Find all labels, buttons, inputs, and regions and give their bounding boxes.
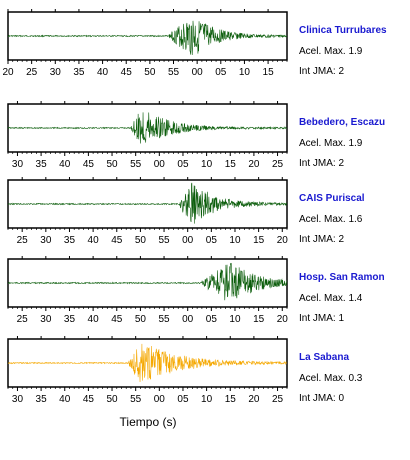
x-tick-label: 15 bbox=[263, 67, 275, 78]
x-tick-label: 45 bbox=[83, 159, 95, 170]
x-tick-label: 45 bbox=[83, 394, 95, 405]
x-tick-label: 35 bbox=[73, 67, 85, 78]
x-tick-label: 45 bbox=[121, 67, 133, 78]
seismogram-trace bbox=[7, 343, 287, 382]
seismogram-panel: 20 25 30 35 40 45 50 55 00 05 10 15 Clinica Turrubar… bbox=[2, 9, 387, 78]
seismogram-panel: 30 35 40 45 50 55 00 05 10 15 20 25 La Sabana Acel. M… bbox=[7, 336, 363, 405]
x-tick-label: 50 bbox=[106, 394, 118, 405]
station-name: Hosp. San Ramon bbox=[299, 272, 385, 283]
x-tick-label: 35 bbox=[64, 235, 76, 246]
x-tick-label: 00 bbox=[182, 314, 194, 325]
seismogram-trace bbox=[7, 182, 288, 224]
x-tick-label: 05 bbox=[206, 314, 218, 325]
station-name: CAIS Puriscal bbox=[299, 193, 365, 204]
x-tick-label: 40 bbox=[88, 235, 100, 246]
x-tick-label: 20 bbox=[248, 159, 260, 170]
jma-intensity: Int JMA: 2 bbox=[299, 234, 344, 245]
x-tick-label: 50 bbox=[144, 67, 156, 78]
x-tick-label: 50 bbox=[106, 159, 118, 170]
x-tick-label: 35 bbox=[36, 394, 48, 405]
max-acceleration: Acel. Max. 1.6 bbox=[299, 214, 363, 225]
x-tick-label: 00 bbox=[154, 159, 166, 170]
x-tick-label: 05 bbox=[215, 67, 227, 78]
station-name: Clinica Turrubares bbox=[299, 25, 387, 36]
x-tick-label: 55 bbox=[130, 394, 142, 405]
max-acceleration: Acel. Max. 1.4 bbox=[299, 293, 363, 304]
x-tick-label: 40 bbox=[59, 394, 71, 405]
max-acceleration: Acel. Max. 1.9 bbox=[299, 138, 363, 149]
x-tick-label: 30 bbox=[40, 235, 52, 246]
x-tick-label: 10 bbox=[239, 67, 251, 78]
x-tick-label: 05 bbox=[177, 394, 189, 405]
jma-intensity: Int JMA: 2 bbox=[299, 66, 344, 77]
x-tick-label: 10 bbox=[201, 159, 213, 170]
x-tick-label: 20 bbox=[248, 394, 260, 405]
seismogram-trace bbox=[7, 262, 288, 301]
seismogram-panel: 25 30 35 40 45 50 55 00 05 10 15 20 CAIS Puriscal Ace… bbox=[7, 177, 365, 246]
jma-intensity: Int JMA: 2 bbox=[299, 158, 344, 169]
jma-intensity: Int JMA: 1 bbox=[299, 313, 344, 324]
x-tick-label: 15 bbox=[253, 235, 265, 246]
x-tick-label: 40 bbox=[59, 159, 71, 170]
station-name: La Sabana bbox=[299, 352, 349, 363]
x-tick-label: 25 bbox=[17, 314, 29, 325]
x-tick-label: 45 bbox=[111, 235, 123, 246]
seismogram-panel: 30 35 40 45 50 55 00 05 10 15 20 25 Bebedero, Escazu… bbox=[7, 101, 385, 170]
x-tick-label: 40 bbox=[88, 314, 100, 325]
x-axis-label: Tiempo (s) bbox=[120, 415, 177, 429]
x-tick-label: 35 bbox=[64, 314, 76, 325]
seismogram-panel: 25 30 35 40 45 50 55 00 05 10 15 20 Hosp. San Ramon A… bbox=[7, 256, 385, 325]
x-tick-label: 50 bbox=[135, 235, 147, 246]
x-tick-label: 30 bbox=[12, 159, 24, 170]
x-tick-label: 30 bbox=[50, 67, 62, 78]
x-tick-label: 55 bbox=[158, 314, 170, 325]
x-tick-label: 10 bbox=[229, 314, 241, 325]
x-tick-label: 15 bbox=[225, 394, 237, 405]
max-acceleration: Acel. Max. 1.9 bbox=[299, 46, 363, 57]
x-tick-label: 10 bbox=[201, 394, 213, 405]
x-tick-label: 20 bbox=[2, 67, 14, 78]
jma-intensity: Int JMA: 0 bbox=[299, 393, 344, 404]
x-tick-label: 45 bbox=[111, 314, 123, 325]
x-tick-label: 25 bbox=[26, 67, 38, 78]
x-tick-label: 55 bbox=[130, 159, 142, 170]
station-name: Bebedero, Escazu bbox=[299, 117, 385, 128]
x-tick-label: 00 bbox=[192, 67, 204, 78]
x-tick-label: 30 bbox=[12, 394, 24, 405]
x-tick-label: 25 bbox=[272, 159, 284, 170]
x-tick-label: 10 bbox=[229, 235, 241, 246]
x-tick-label: 00 bbox=[154, 394, 166, 405]
x-tick-label: 30 bbox=[40, 314, 52, 325]
x-tick-label: 40 bbox=[97, 67, 109, 78]
seismogram-trace bbox=[7, 112, 288, 144]
x-tick-label: 15 bbox=[225, 159, 237, 170]
x-tick-label: 05 bbox=[206, 235, 218, 246]
x-tick-label: 05 bbox=[177, 159, 189, 170]
x-tick-label: 55 bbox=[158, 235, 170, 246]
x-tick-label: 55 bbox=[168, 67, 180, 78]
x-tick-label: 25 bbox=[272, 394, 284, 405]
seismogram-trace bbox=[7, 20, 288, 55]
x-tick-label: 35 bbox=[36, 159, 48, 170]
x-tick-label: 00 bbox=[182, 235, 194, 246]
x-tick-label: 20 bbox=[277, 235, 289, 246]
x-tick-label: 20 bbox=[277, 314, 289, 325]
max-acceleration: Acel. Max. 0.3 bbox=[299, 373, 363, 384]
x-tick-label: 50 bbox=[135, 314, 147, 325]
x-tick-label: 15 bbox=[253, 314, 265, 325]
x-tick-label: 25 bbox=[17, 235, 29, 246]
